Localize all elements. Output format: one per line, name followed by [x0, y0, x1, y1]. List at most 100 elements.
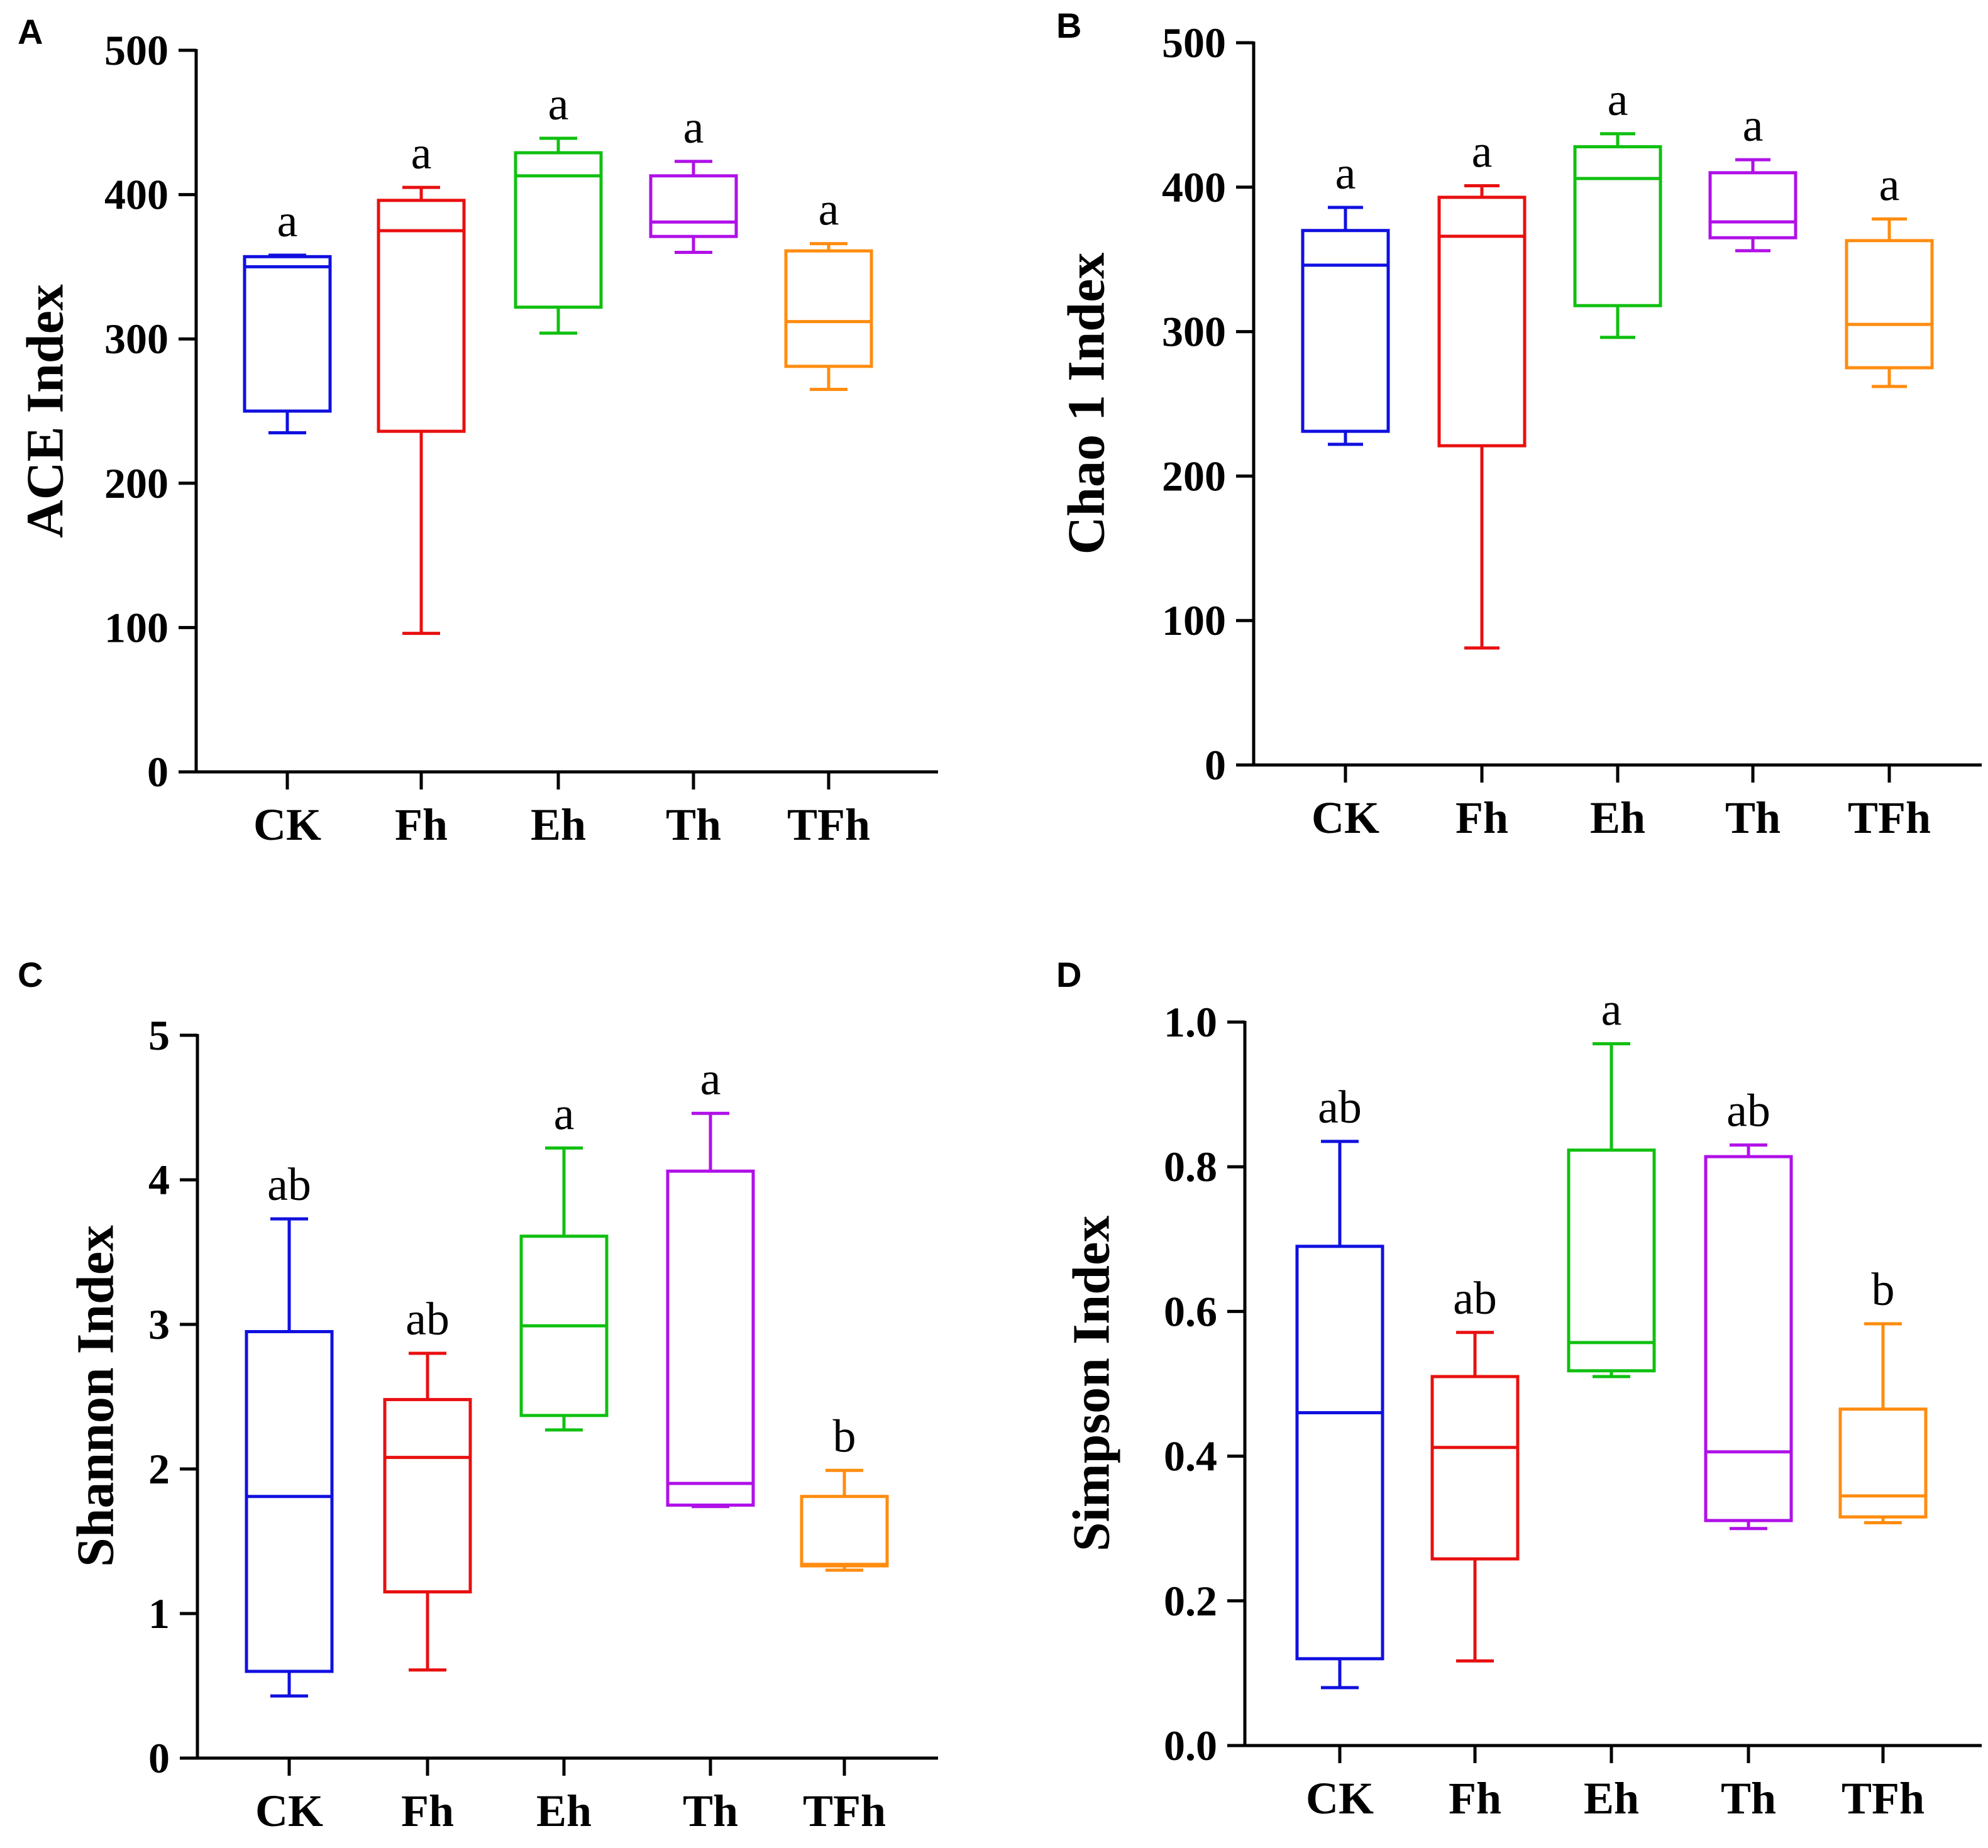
box-ck	[1295, 1140, 1384, 1690]
y-tick-label: 4	[148, 1156, 170, 1204]
significance-letter: a	[1608, 74, 1628, 126]
box-fh	[377, 185, 466, 635]
y-tick-label: 2	[148, 1445, 170, 1493]
x-tick-label: CK	[253, 800, 321, 850]
significance-letter: ab	[1318, 1082, 1362, 1133]
x-tick-label: Eh	[1584, 1773, 1639, 1823]
iqr-box	[377, 199, 466, 433]
iqr-box	[514, 151, 603, 309]
iqr-box	[1704, 1155, 1793, 1522]
box-tfh	[800, 1468, 889, 1572]
x-tick-label: TFh	[1848, 793, 1931, 843]
panel-letter: B	[1056, 6, 1081, 45]
y-tick-label: 0	[148, 1734, 170, 1782]
panel-b: B Chao 1 Index 0 100 200 300 400 500 CK a Fh a Eh a Th…	[1056, 6, 1982, 843]
iqr-box	[1573, 145, 1662, 307]
significance-letter: ab	[1726, 1086, 1770, 1137]
x-tick-label: Eh	[536, 1786, 592, 1836]
significance-letter: a	[554, 1088, 575, 1140]
box-ck	[245, 1217, 334, 1698]
panel-letter: C	[18, 955, 43, 994]
significance-letter: a	[700, 1053, 721, 1105]
iqr-box	[1567, 1148, 1656, 1373]
box-ck	[243, 253, 332, 434]
x-tick-label: Fh	[1455, 793, 1508, 843]
iqr-box	[1295, 1245, 1384, 1661]
box-tfh	[1845, 217, 1934, 388]
panel-letter: A	[18, 12, 43, 52]
significance-letter: b	[833, 1411, 856, 1462]
iqr-box	[784, 249, 873, 368]
significance-letter: b	[1872, 1264, 1895, 1316]
significance-letter: a	[1743, 100, 1764, 151]
box-eh	[514, 136, 603, 335]
x-tick-label: CK	[1306, 1773, 1374, 1823]
y-axis-title: Shannon Index	[67, 1225, 125, 1567]
y-tick-label: 0.0	[1164, 1722, 1217, 1769]
x-tick-label: Eh	[1590, 793, 1645, 843]
iqr-box	[1430, 1375, 1520, 1561]
box-th	[1704, 1143, 1793, 1531]
box-eh	[1573, 132, 1662, 339]
y-tick-label: 200	[104, 459, 168, 507]
y-tick-label: 1	[148, 1590, 170, 1637]
y-tick-label: 0	[1205, 741, 1226, 789]
y-tick-label: 0.2	[1164, 1577, 1217, 1625]
significance-letter: a	[819, 184, 839, 236]
x-tick-label: Th	[1725, 793, 1781, 843]
iqr-box	[1301, 229, 1390, 433]
y-tick-label: 0.4	[1164, 1433, 1217, 1480]
x-tick-label: Th	[1721, 1773, 1776, 1823]
box-fh	[1430, 1331, 1520, 1663]
panel-c: C Shannon Index 0 1 2 3 4 5 CK ab Fh ab Eh a Th a TFh b	[18, 955, 938, 1836]
significance-letter: a	[1335, 148, 1356, 199]
iqr-box	[666, 1169, 755, 1507]
significance-letter: a	[1879, 159, 1900, 211]
y-tick-label: 0	[147, 748, 168, 796]
iqr-box	[383, 1398, 472, 1594]
iqr-box	[649, 174, 738, 238]
x-tick-label: Eh	[531, 800, 586, 850]
x-tick-label: TFh	[787, 800, 870, 850]
iqr-box	[243, 255, 332, 413]
iqr-box	[245, 1330, 334, 1673]
box-fh	[383, 1351, 472, 1672]
y-tick-label: 1.0	[1164, 998, 1217, 1046]
x-tick-label: TFh	[803, 1786, 886, 1836]
significance-letter: a	[1472, 126, 1493, 178]
iqr-box	[1437, 195, 1527, 448]
x-tick-label: TFh	[1842, 1773, 1924, 1823]
y-tick-label: 300	[1162, 308, 1226, 356]
iqr-box	[1838, 1407, 1928, 1519]
significance-letter: ab	[267, 1159, 311, 1211]
y-tick-label: 400	[104, 171, 168, 219]
box-th	[649, 160, 738, 254]
y-axis-title: ACE Index	[16, 284, 75, 538]
y-tick-label: 0.8	[1164, 1143, 1217, 1191]
significance-letter: a	[683, 102, 704, 153]
y-tick-label: 5	[148, 1011, 170, 1059]
y-axis-title: Chao 1 Index	[1058, 253, 1116, 555]
significance-letter: a	[277, 195, 298, 247]
y-axis-title: Simpson Index	[1063, 1216, 1121, 1552]
iqr-box	[800, 1495, 889, 1568]
y-tick-label: 100	[1162, 597, 1226, 644]
y-tick-label: 3	[148, 1301, 170, 1348]
box-tfh	[1838, 1322, 1928, 1524]
x-tick-label: CK	[255, 1786, 323, 1836]
iqr-box	[1845, 239, 1934, 370]
x-tick-label: Fh	[401, 1786, 454, 1836]
y-tick-label: 0.6	[1164, 1287, 1217, 1335]
box-th	[1708, 158, 1797, 253]
panel-letter: D	[1056, 955, 1081, 994]
box-tfh	[784, 242, 873, 392]
significance-letter: a	[548, 79, 569, 130]
box-fh	[1437, 184, 1527, 650]
significance-letter: ab	[406, 1294, 450, 1345]
significance-letter: a	[411, 128, 432, 179]
panel-a: A ACE Index 0 100 200 300 400 500 CK a Fh a Eh a Th a TF…	[16, 12, 938, 850]
x-tick-label: Th	[683, 1786, 738, 1836]
significance-letter: ab	[1453, 1273, 1497, 1324]
